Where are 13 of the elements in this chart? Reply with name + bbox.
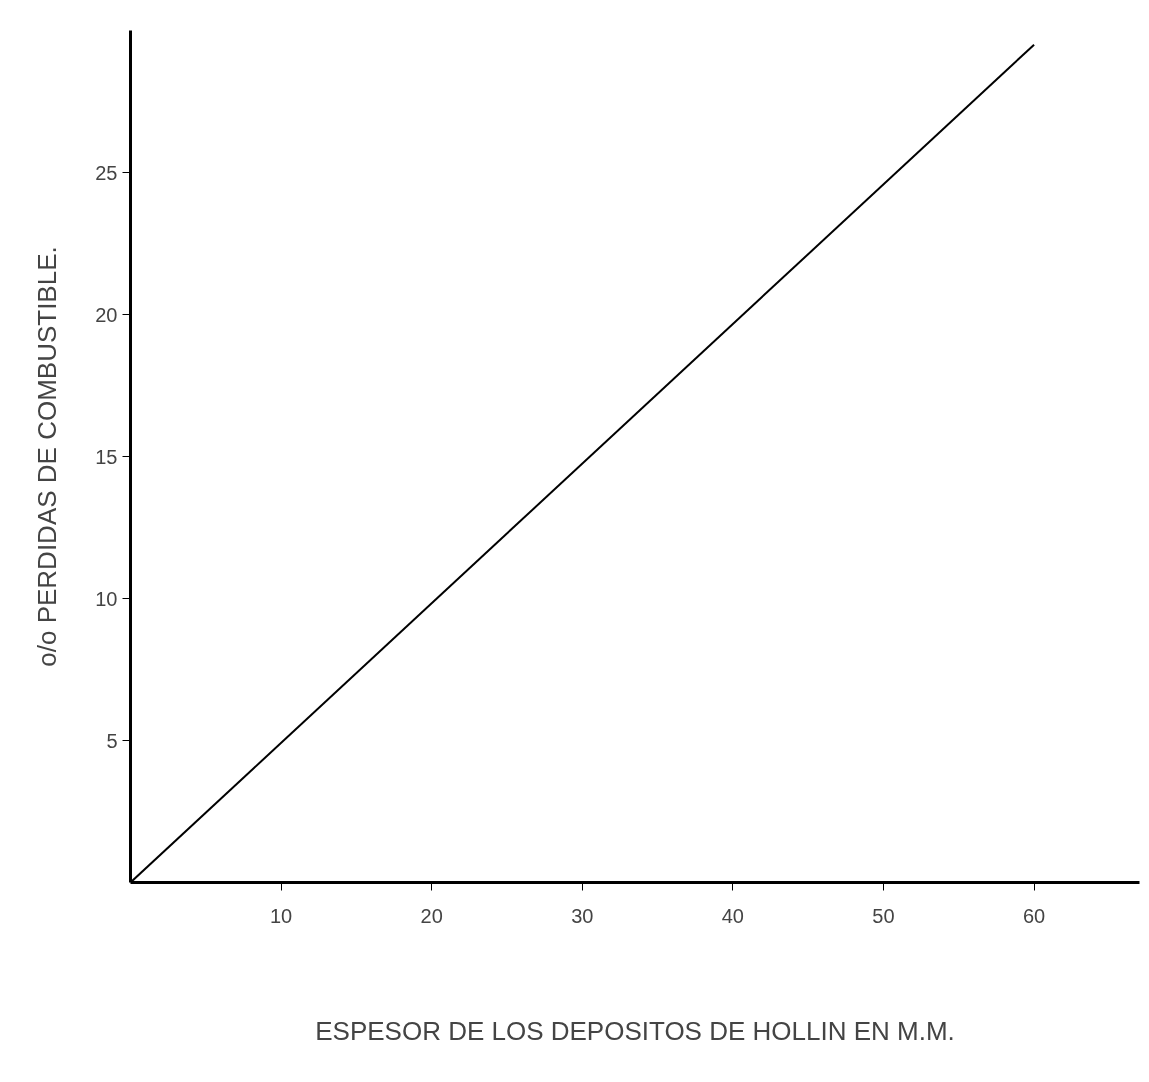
y-tick-label: 20 [95, 303, 118, 326]
y-tick-label: 10 [95, 587, 118, 610]
y-tick-label: 15 [95, 445, 118, 468]
x-tick-label: 30 [571, 904, 594, 927]
x-tick-label: 10 [269, 904, 293, 927]
x-tick-label: 20 [420, 904, 443, 927]
x-tick-label: 40 [721, 904, 745, 927]
y-axis-title: o/o PERDIDAS DE COMBUSTIBLE. [32, 246, 63, 667]
x-tick-label: 60 [1022, 904, 1046, 927]
y-tick-label: 25 [95, 161, 118, 184]
x-axis-title: ESPESOR DE LOS DEPOSITOS DE HOLLIN EN M.M. [315, 1015, 955, 1046]
y-tick-label: 5 [106, 729, 118, 752]
x-tick-label: 50 [872, 904, 895, 927]
